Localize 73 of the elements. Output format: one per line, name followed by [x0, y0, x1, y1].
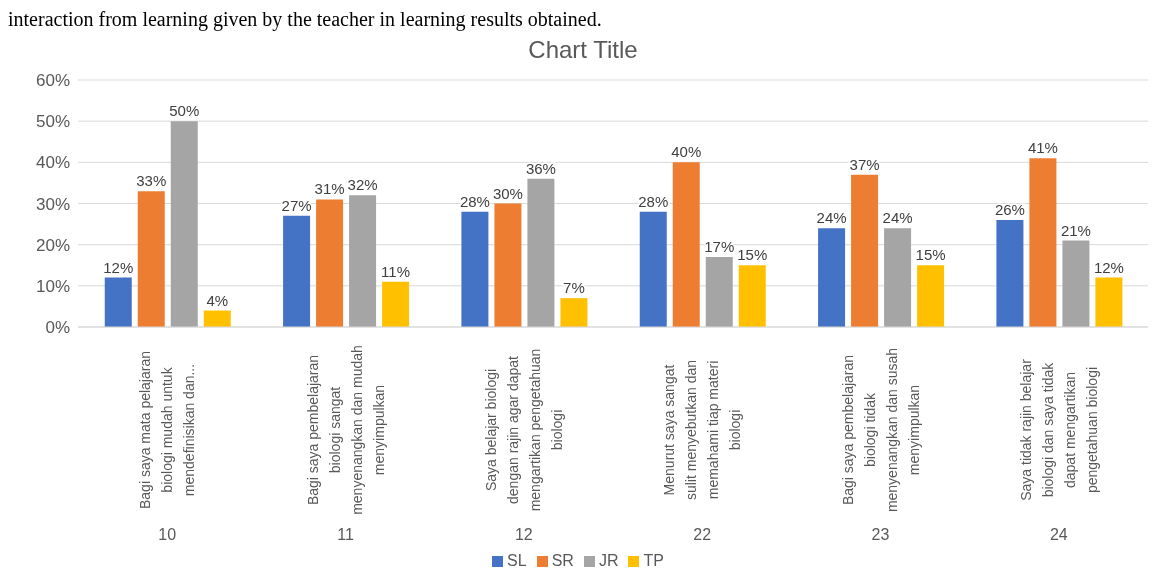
y-tick-label: 50%: [35, 112, 70, 132]
x-tick-label: Bagi saya mata pelajaran biologi mudah untuk mendefinisikan dan...: [137, 351, 198, 509]
data-label: 28%: [459, 192, 490, 210]
data-label: 7%: [563, 279, 585, 297]
bar: [382, 281, 410, 327]
bar: [1062, 240, 1090, 327]
bar: [738, 265, 766, 327]
data-label: 26%: [994, 200, 1025, 218]
data-label: 24%: [816, 209, 847, 227]
data-label: 40%: [671, 143, 702, 161]
data-label: 32%: [347, 176, 378, 194]
data-label: 41%: [1027, 139, 1058, 157]
data-label: 12%: [103, 258, 134, 276]
x-tick-label: Saya tidak rajin belajar biologi dan saya tidak dapat mengartikan pengetahuan biologi: [1017, 358, 1100, 501]
bar: [1095, 277, 1123, 327]
bar: [316, 199, 344, 327]
data-label: 28%: [638, 192, 669, 210]
bar: [527, 178, 555, 327]
x-tick-label: Saya belajar biologi dengan rajin agar dapat mengartikan pengetahuan biologi: [482, 348, 565, 512]
x-tick-label: Menurut saya sangat sulit menyebutkan dan memahami tiap materi biologi: [661, 359, 744, 501]
y-tick-label: 20%: [35, 235, 70, 255]
bar: [884, 228, 912, 327]
bar: [283, 215, 311, 327]
legend-label: TP: [643, 552, 664, 569]
bar: [851, 174, 879, 327]
text: 12: [514, 526, 533, 543]
text: 24: [1049, 526, 1068, 543]
bar: [349, 195, 377, 327]
bar: [705, 257, 733, 327]
bar: [137, 191, 165, 327]
bar: [818, 228, 846, 327]
data-label: 15%: [737, 246, 768, 264]
legend-label: SR: [551, 552, 574, 569]
data-label: 15%: [915, 246, 946, 264]
x-tick-label: Bagi saya pembelajaran biologi tidak menyenangkan dan susah menyimpulkan: [839, 347, 922, 513]
data-label: 33%: [136, 172, 167, 190]
y-tick-label: 60%: [35, 71, 70, 91]
data-label: 27%: [281, 196, 312, 214]
data-label: 30%: [492, 184, 523, 202]
data-label: 31%: [314, 180, 345, 198]
data-label: 17%: [704, 238, 735, 256]
data-label: 12%: [1093, 258, 1124, 276]
legend-label: JR: [598, 552, 619, 569]
data-label: 37%: [849, 155, 880, 173]
bar: [494, 203, 522, 327]
text: interaction from learning given by the teacher in learning results obtained.: [8, 8, 603, 30]
bar: [639, 211, 667, 327]
y-tick-label: 30%: [35, 194, 70, 214]
bar: [996, 219, 1024, 327]
text: 23: [871, 526, 890, 543]
data-label: 11%: [381, 262, 411, 280]
data-label: 21%: [1060, 221, 1091, 239]
data-label: 24%: [882, 209, 913, 227]
data-label: 4%: [206, 291, 229, 309]
y-tick-label: 10%: [35, 276, 70, 296]
text: 22: [693, 526, 712, 543]
legend-label: SL: [507, 552, 527, 569]
data-label: 50%: [169, 102, 200, 120]
chart-title: Chart Title: [527, 35, 639, 65]
bar: [461, 211, 489, 327]
text: 11: [337, 526, 354, 543]
bar: [1029, 158, 1057, 327]
x-tick-label: Bagi saya pembelajaran biologi sangat menyenangkan dan mudah menyimpulkan: [304, 345, 387, 515]
bar: [917, 265, 945, 327]
bar: [203, 310, 231, 327]
bar: [104, 277, 132, 327]
y-tick-label: 0%: [45, 318, 70, 338]
text: 10: [158, 526, 177, 543]
y-tick-label: 40%: [35, 153, 70, 173]
bar: [560, 298, 588, 327]
bar: [672, 162, 700, 327]
bar: [170, 121, 198, 327]
data-label: 36%: [525, 159, 556, 177]
